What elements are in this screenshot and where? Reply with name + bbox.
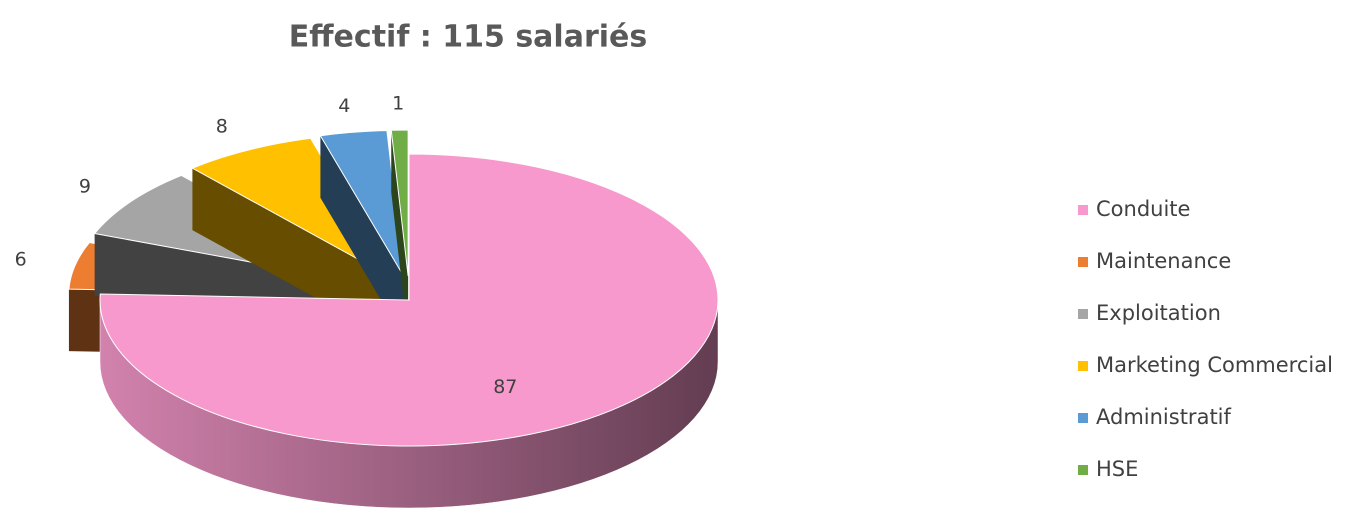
slice xyxy=(99,153,719,509)
slice-edge xyxy=(320,135,404,339)
data-label: 4 xyxy=(338,95,350,117)
legend-label: Conduite xyxy=(1096,197,1190,221)
data-label: 87 xyxy=(493,376,517,398)
slice-edge xyxy=(192,168,394,341)
slice xyxy=(390,129,409,339)
legend-swatch xyxy=(1078,205,1088,215)
legend-label: Exploitation xyxy=(1096,301,1221,325)
slice-top xyxy=(99,153,719,447)
data-label: 8 xyxy=(216,115,228,137)
data-label: 1 xyxy=(392,92,404,114)
chart-title: Effectif : 115 salariés xyxy=(289,20,647,55)
legend-label: Maintenance xyxy=(1096,249,1231,273)
legend-swatch xyxy=(1078,309,1088,319)
legend-swatch xyxy=(1078,413,1088,423)
slice-top xyxy=(390,129,409,277)
legend-label: Marketing Commercial xyxy=(1096,353,1333,377)
slice-top xyxy=(319,130,405,277)
legend-swatch xyxy=(1078,361,1088,371)
legend-label: Administratif xyxy=(1096,405,1232,429)
legend-swatch xyxy=(1078,465,1088,475)
data-label: 6 xyxy=(15,249,27,271)
legend-swatch xyxy=(1078,257,1088,267)
slice-edge xyxy=(391,130,409,339)
data-label: 9 xyxy=(79,175,91,197)
slice xyxy=(319,130,405,339)
slice-top xyxy=(191,137,396,281)
legend-label: HSE xyxy=(1096,457,1138,481)
